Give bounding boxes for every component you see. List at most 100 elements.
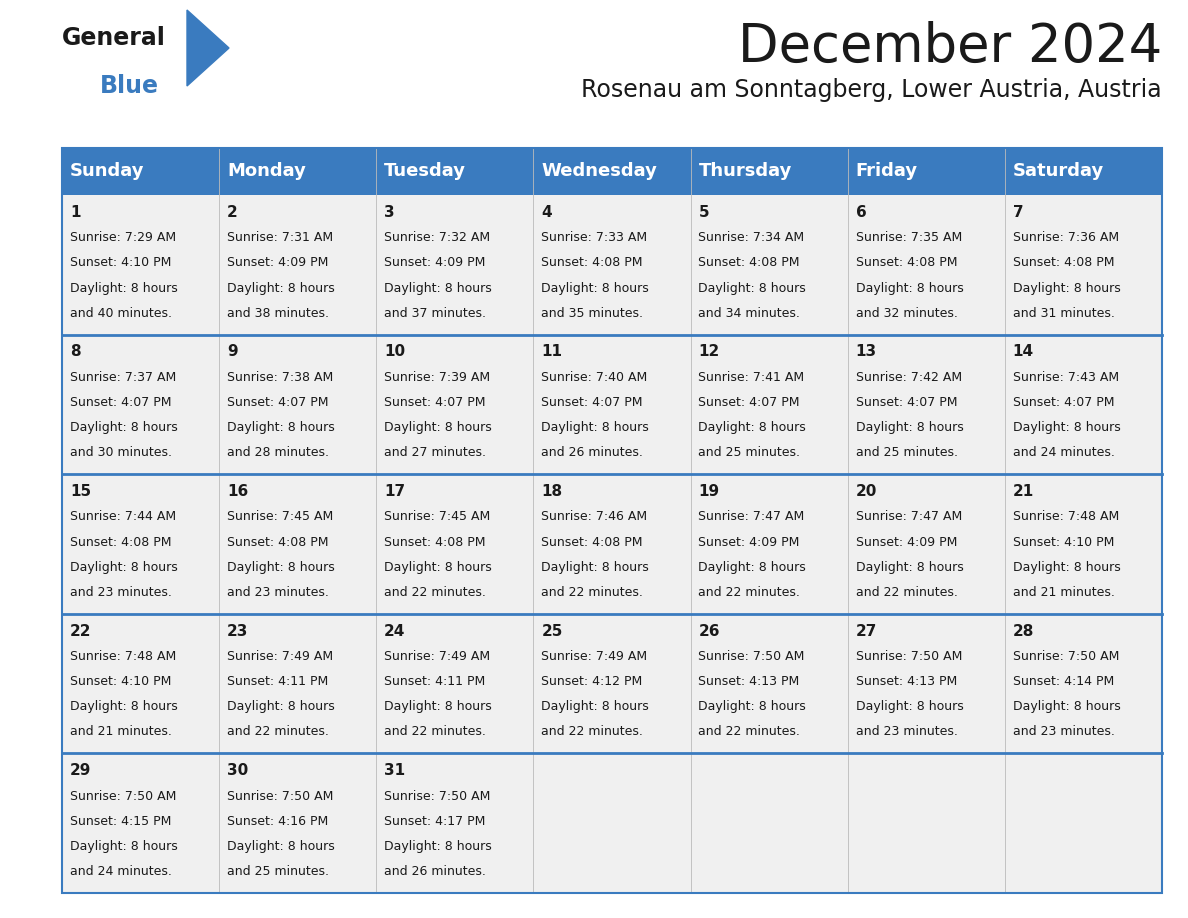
Text: Sunrise: 7:43 AM: Sunrise: 7:43 AM: [1012, 371, 1119, 384]
Text: Daylight: 8 hours: Daylight: 8 hours: [227, 561, 335, 574]
Text: Sunset: 4:14 PM: Sunset: 4:14 PM: [1012, 676, 1114, 688]
Text: Sunrise: 7:37 AM: Sunrise: 7:37 AM: [70, 371, 176, 384]
Text: Daylight: 8 hours: Daylight: 8 hours: [384, 561, 492, 574]
Text: Sunrise: 7:47 AM: Sunrise: 7:47 AM: [855, 510, 962, 523]
Text: 28: 28: [1012, 623, 1034, 639]
Text: Sunset: 4:09 PM: Sunset: 4:09 PM: [227, 256, 328, 269]
Bar: [533, 334, 690, 475]
Text: 1: 1: [70, 205, 81, 219]
Text: and 27 minutes.: and 27 minutes.: [384, 446, 486, 459]
Text: and 40 minutes.: and 40 minutes.: [70, 307, 172, 319]
Bar: [1005, 195, 1162, 334]
Bar: [219, 195, 377, 334]
Text: Daylight: 8 hours: Daylight: 8 hours: [1012, 561, 1120, 574]
Text: 15: 15: [70, 484, 91, 499]
Text: Saturday: Saturday: [1012, 162, 1104, 181]
Text: Sunset: 4:08 PM: Sunset: 4:08 PM: [1012, 256, 1114, 269]
Text: Sunset: 4:07 PM: Sunset: 4:07 PM: [70, 396, 171, 409]
Bar: [62, 475, 219, 614]
Text: Sunset: 4:11 PM: Sunset: 4:11 PM: [384, 676, 486, 688]
Bar: [1005, 148, 1162, 195]
Text: and 37 minutes.: and 37 minutes.: [384, 307, 486, 319]
Text: Sunrise: 7:29 AM: Sunrise: 7:29 AM: [70, 231, 176, 244]
Bar: [1005, 614, 1162, 754]
Text: Sunrise: 7:45 AM: Sunrise: 7:45 AM: [384, 510, 491, 523]
Text: Sunrise: 7:35 AM: Sunrise: 7:35 AM: [855, 231, 962, 244]
Text: Sunrise: 7:48 AM: Sunrise: 7:48 AM: [1012, 510, 1119, 523]
Text: 7: 7: [1012, 205, 1023, 219]
Text: Daylight: 8 hours: Daylight: 8 hours: [384, 700, 492, 713]
Text: Daylight: 8 hours: Daylight: 8 hours: [384, 421, 492, 434]
Text: and 22 minutes.: and 22 minutes.: [855, 586, 958, 599]
Text: and 21 minutes.: and 21 minutes.: [1012, 586, 1114, 599]
Text: 5: 5: [699, 205, 709, 219]
Text: 18: 18: [542, 484, 562, 499]
Bar: [219, 754, 377, 893]
Text: Daylight: 8 hours: Daylight: 8 hours: [70, 700, 178, 713]
Text: and 23 minutes.: and 23 minutes.: [70, 586, 172, 599]
Text: Wednesday: Wednesday: [542, 162, 657, 181]
Text: Blue: Blue: [100, 74, 159, 98]
Text: Daylight: 8 hours: Daylight: 8 hours: [227, 282, 335, 295]
Bar: [1005, 334, 1162, 475]
Text: Sunrise: 7:46 AM: Sunrise: 7:46 AM: [542, 510, 647, 523]
Text: Rosenau am Sonntagberg, Lower Austria, Austria: Rosenau am Sonntagberg, Lower Austria, A…: [581, 78, 1162, 102]
Text: Sunrise: 7:33 AM: Sunrise: 7:33 AM: [542, 231, 647, 244]
Text: Sunrise: 7:39 AM: Sunrise: 7:39 AM: [384, 371, 491, 384]
Text: Daylight: 8 hours: Daylight: 8 hours: [855, 421, 963, 434]
Text: 30: 30: [227, 763, 248, 778]
Bar: [219, 475, 377, 614]
Text: Sunset: 4:13 PM: Sunset: 4:13 PM: [855, 676, 956, 688]
Text: 31: 31: [384, 763, 405, 778]
Text: Sunset: 4:10 PM: Sunset: 4:10 PM: [70, 676, 171, 688]
Bar: [377, 475, 533, 614]
Text: Thursday: Thursday: [699, 162, 792, 181]
Text: Sunrise: 7:50 AM: Sunrise: 7:50 AM: [384, 789, 491, 802]
Text: Friday: Friday: [855, 162, 917, 181]
Text: and 21 minutes.: and 21 minutes.: [70, 725, 172, 738]
Bar: [690, 475, 848, 614]
Text: Daylight: 8 hours: Daylight: 8 hours: [1012, 282, 1120, 295]
Bar: [377, 334, 533, 475]
Text: Daylight: 8 hours: Daylight: 8 hours: [70, 561, 178, 574]
Text: and 23 minutes.: and 23 minutes.: [227, 586, 329, 599]
Bar: [62, 148, 1162, 893]
Text: Sunset: 4:17 PM: Sunset: 4:17 PM: [384, 815, 486, 828]
Text: Daylight: 8 hours: Daylight: 8 hours: [699, 421, 807, 434]
Text: Sunrise: 7:50 AM: Sunrise: 7:50 AM: [699, 650, 804, 663]
Bar: [848, 334, 1005, 475]
Text: Sunrise: 7:50 AM: Sunrise: 7:50 AM: [855, 650, 962, 663]
Text: Sunrise: 7:41 AM: Sunrise: 7:41 AM: [699, 371, 804, 384]
Text: and 26 minutes.: and 26 minutes.: [542, 446, 643, 459]
Text: General: General: [62, 26, 166, 50]
Text: and 22 minutes.: and 22 minutes.: [699, 586, 801, 599]
Text: Daylight: 8 hours: Daylight: 8 hours: [227, 700, 335, 713]
Text: Daylight: 8 hours: Daylight: 8 hours: [384, 282, 492, 295]
Text: and 22 minutes.: and 22 minutes.: [542, 725, 643, 738]
Text: Monday: Monday: [227, 162, 305, 181]
Text: 20: 20: [855, 484, 877, 499]
Bar: [690, 754, 848, 893]
Text: and 28 minutes.: and 28 minutes.: [227, 446, 329, 459]
Bar: [848, 475, 1005, 614]
Text: and 25 minutes.: and 25 minutes.: [855, 446, 958, 459]
Text: and 32 minutes.: and 32 minutes.: [855, 307, 958, 319]
Text: Sunrise: 7:31 AM: Sunrise: 7:31 AM: [227, 231, 333, 244]
Text: Sunrise: 7:49 AM: Sunrise: 7:49 AM: [542, 650, 647, 663]
Text: and 25 minutes.: and 25 minutes.: [227, 865, 329, 879]
Text: Sunset: 4:16 PM: Sunset: 4:16 PM: [227, 815, 328, 828]
Text: Sunset: 4:07 PM: Sunset: 4:07 PM: [384, 396, 486, 409]
Text: Daylight: 8 hours: Daylight: 8 hours: [1012, 700, 1120, 713]
Text: Sunrise: 7:38 AM: Sunrise: 7:38 AM: [227, 371, 334, 384]
Text: Sunrise: 7:49 AM: Sunrise: 7:49 AM: [384, 650, 491, 663]
Text: 11: 11: [542, 344, 562, 359]
Text: Daylight: 8 hours: Daylight: 8 hours: [699, 700, 807, 713]
Text: 22: 22: [70, 623, 91, 639]
Bar: [533, 754, 690, 893]
Bar: [848, 148, 1005, 195]
Bar: [848, 195, 1005, 334]
Bar: [848, 614, 1005, 754]
Text: and 22 minutes.: and 22 minutes.: [227, 725, 329, 738]
Bar: [219, 614, 377, 754]
Text: Sunset: 4:12 PM: Sunset: 4:12 PM: [542, 676, 643, 688]
